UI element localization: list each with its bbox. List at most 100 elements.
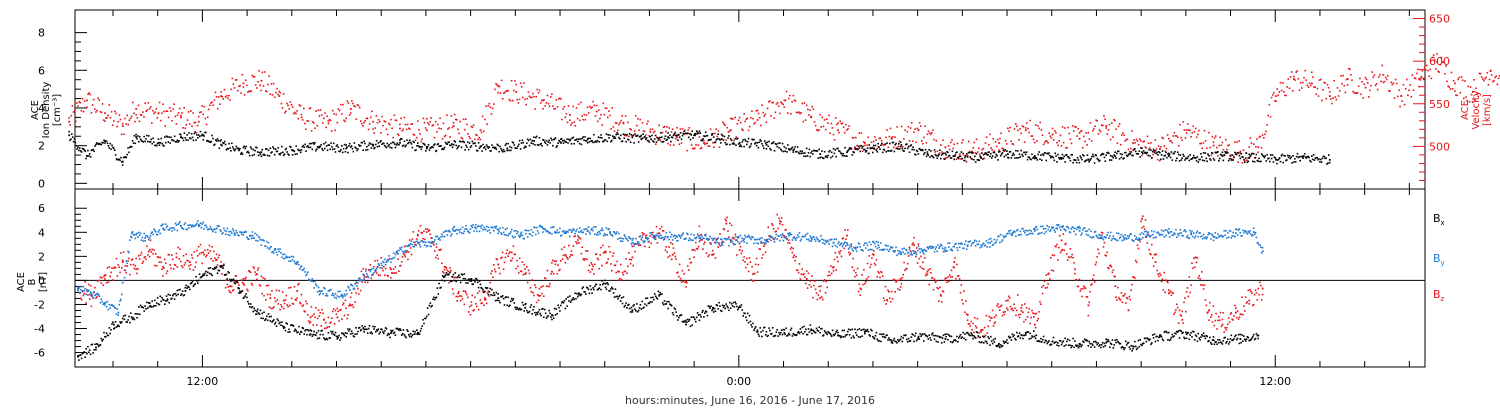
bz-series-anchor: [175, 256, 178, 259]
bz-series-point: [890, 290, 893, 293]
velocity-series-point: [756, 109, 759, 112]
bz-series-point: [844, 229, 846, 231]
density-series-point: [255, 146, 257, 149]
bz-series-point: [151, 248, 153, 251]
density-series-point: [72, 140, 75, 143]
velocity-series-point: [344, 120, 346, 123]
velocity-series-point: [1347, 67, 1350, 70]
by-series-point: [372, 267, 374, 270]
velocity-series-point: [933, 138, 935, 141]
velocity-series-point: [412, 133, 415, 136]
density-series-point: [232, 148, 235, 150]
density-series-point: [977, 159, 980, 161]
density-series-point: [92, 148, 94, 151]
velocity-series-point: [220, 91, 222, 93]
velocity-series-point: [92, 98, 95, 101]
by-series-point: [231, 232, 233, 234]
bz-series-point: [1185, 291, 1188, 293]
bz-series-point: [1257, 287, 1259, 290]
velocity-series-point: [1039, 121, 1041, 124]
by-series-point: [93, 291, 95, 293]
bz-series-point: [1057, 259, 1059, 261]
density-series-point: [1059, 156, 1062, 159]
bz-series-point: [220, 261, 222, 263]
density-series-point: [950, 157, 953, 159]
velocity-series-point: [1255, 145, 1257, 148]
velocity-series-point: [463, 128, 466, 131]
bz-series-point: [81, 290, 84, 293]
by-series-point: [398, 249, 400, 252]
bz-series-point: [1110, 266, 1113, 268]
velocity-series-point: [328, 118, 331, 121]
bz-series-point: [584, 258, 586, 260]
velocity-series-point: [271, 94, 274, 96]
density-series-point: [181, 137, 184, 139]
density-series-point: [502, 148, 505, 151]
velocity-series-point: [553, 108, 555, 110]
density-series-point: [1244, 157, 1247, 159]
bz-series-point: [338, 320, 340, 322]
density-series-point: [280, 152, 282, 154]
velocity-series-point: [1460, 76, 1463, 78]
velocity-series-point: [581, 115, 583, 117]
bz-series-point: [1228, 321, 1231, 323]
velocity-series-point: [161, 112, 163, 115]
velocity-series-point: [729, 117, 732, 120]
bz-series-point: [1238, 316, 1241, 319]
velocity-series-point: [784, 99, 787, 102]
velocity-series-point: [238, 85, 240, 88]
bz-series-point: [927, 269, 930, 271]
velocity-series-point: [525, 103, 527, 106]
density-series-anchor: [1033, 155, 1036, 157]
bz-series-point: [1034, 326, 1037, 329]
velocity-series-point: [1366, 82, 1369, 84]
bz-series-anchor: [1154, 261, 1157, 263]
velocity-series-point: [1100, 124, 1103, 126]
bz-series-point: [656, 242, 659, 244]
velocity-series-point: [1337, 95, 1340, 97]
velocity-series-point: [1204, 140, 1207, 142]
bz-series-point: [407, 258, 409, 261]
density-series-point: [1150, 149, 1152, 151]
bz-series-anchor: [1007, 299, 1009, 302]
bz-series-point: [768, 235, 770, 237]
velocity-series-point: [1183, 129, 1186, 131]
bz-series-point: [887, 289, 889, 291]
velocity-series-point: [1479, 72, 1482, 75]
density-series-point: [1196, 156, 1199, 158]
velocity-series-point: [177, 112, 180, 114]
velocity-series-point: [1391, 83, 1394, 86]
velocity-series-point: [941, 151, 943, 153]
bz-series-point: [780, 217, 783, 219]
bz-series-point: [798, 263, 801, 265]
bz-series-point: [573, 235, 575, 238]
bz-series-point: [429, 233, 432, 236]
bz-series-point: [1041, 286, 1043, 288]
density-series-point: [297, 148, 299, 151]
density-series-point: [672, 134, 675, 137]
bz-series-point: [234, 275, 237, 277]
density-series-point: [1296, 152, 1299, 155]
density-series-point: [1112, 156, 1115, 159]
velocity-series-point: [1166, 134, 1169, 136]
velocity-series-point: [564, 116, 567, 119]
density-series-point: [1128, 153, 1131, 155]
density-series-point: [615, 133, 617, 136]
bz-series-point: [856, 267, 859, 270]
bz-series-point: [1237, 318, 1240, 320]
density-series-point: [940, 154, 943, 156]
velocity-series-point: [383, 120, 385, 122]
bz-series-point: [154, 264, 156, 267]
density-series-point: [75, 144, 77, 147]
by-series-point: [222, 232, 224, 234]
density-series-point: [657, 139, 660, 141]
velocity-series-point: [626, 135, 628, 137]
density-series-point: [1187, 155, 1190, 158]
by-series-point: [471, 226, 474, 228]
by-series-point: [142, 240, 145, 242]
density-series-point: [653, 141, 655, 143]
bz-series-point: [158, 261, 161, 263]
velocity-series-point: [801, 102, 803, 105]
bz-series-anchor: [390, 268, 392, 271]
velocity-series-point: [1362, 97, 1364, 99]
